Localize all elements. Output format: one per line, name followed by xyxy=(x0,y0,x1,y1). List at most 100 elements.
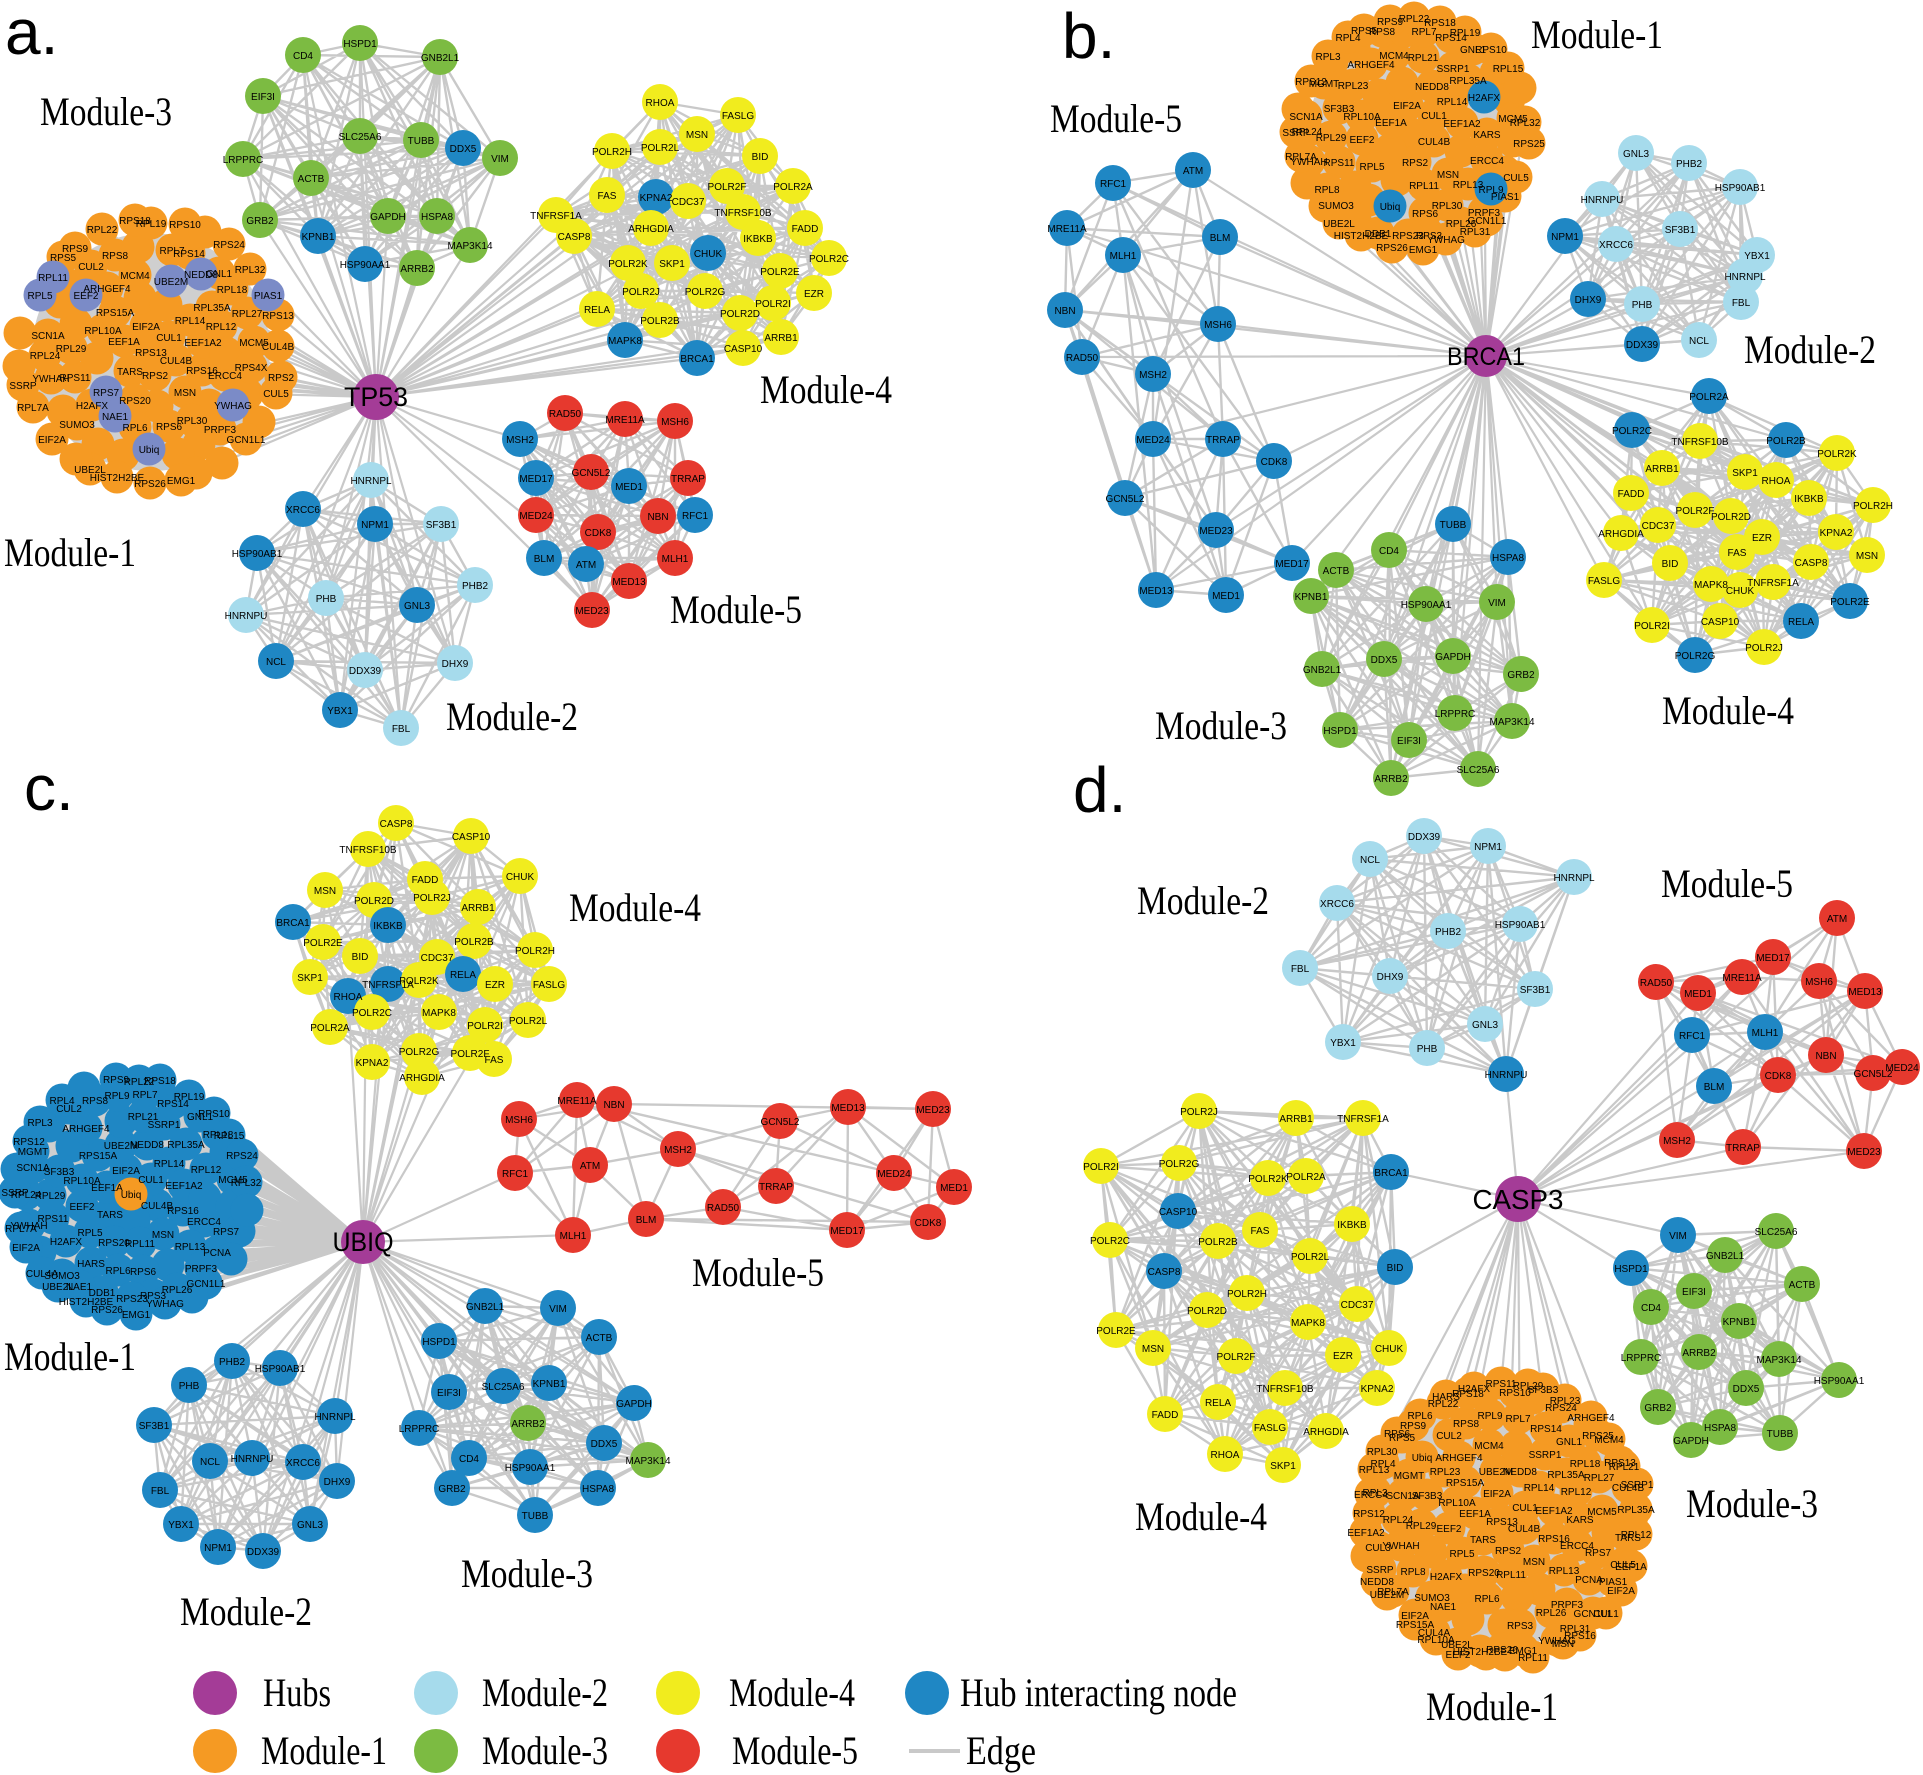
svg-text:KPNA2: KPNA2 xyxy=(640,193,673,204)
svg-text:ARHGEF4: ARHGEF4 xyxy=(1347,60,1395,71)
svg-text:Module-1: Module-1 xyxy=(4,1334,136,1379)
svg-text:MSH2: MSH2 xyxy=(664,1145,692,1156)
svg-text:TNFRSF1A: TNFRSF1A xyxy=(1747,578,1799,589)
svg-text:RPL10A: RPL10A xyxy=(1417,1635,1455,1646)
svg-text:RPL8: RPL8 xyxy=(1314,185,1339,196)
svg-text:SKP1: SKP1 xyxy=(659,259,685,270)
svg-text:CUL2: CUL2 xyxy=(78,262,104,273)
svg-text:CASP8: CASP8 xyxy=(558,232,591,243)
svg-text:H2AFX: H2AFX xyxy=(76,401,109,412)
svg-text:RPS23: RPS23 xyxy=(1392,231,1424,242)
svg-text:RPL7: RPL7 xyxy=(1505,1414,1530,1425)
svg-text:GCN1L1: GCN1L1 xyxy=(1468,216,1507,227)
svg-text:TP53: TP53 xyxy=(344,382,408,412)
svg-text:CDC37: CDC37 xyxy=(1642,521,1675,532)
svg-text:HSPA8: HSPA8 xyxy=(421,212,453,223)
svg-text:GCN5L2: GCN5L2 xyxy=(761,1117,800,1128)
svg-text:LRPPRC: LRPPRC xyxy=(399,1424,440,1435)
svg-text:RPL13: RPL13 xyxy=(1359,1465,1390,1476)
svg-text:RFC1: RFC1 xyxy=(682,511,709,522)
svg-text:GCN5L2: GCN5L2 xyxy=(572,468,611,479)
svg-text:RPS18: RPS18 xyxy=(1452,1389,1484,1400)
svg-text:NPM1: NPM1 xyxy=(1474,842,1502,853)
svg-text:XRCC6: XRCC6 xyxy=(1320,899,1354,910)
svg-text:NEDD8: NEDD8 xyxy=(1503,1467,1537,1478)
svg-text:FADD: FADD xyxy=(1152,1410,1179,1421)
svg-text:Hubs: Hubs xyxy=(263,1670,331,1715)
svg-text:TNFRSF10B: TNFRSF10B xyxy=(1256,1384,1314,1395)
svg-text:POLR2A: POLR2A xyxy=(1286,1172,1326,1183)
svg-text:SSRP1: SSRP1 xyxy=(1621,1480,1654,1491)
svg-text:NCL: NCL xyxy=(1689,336,1709,347)
svg-text:TARS: TARS xyxy=(117,367,143,378)
svg-text:GRB2: GRB2 xyxy=(246,216,274,227)
svg-text:SSRP1: SSRP1 xyxy=(1529,1450,1562,1461)
svg-text:RPS10: RPS10 xyxy=(198,1109,230,1120)
svg-text:RPS9: RPS9 xyxy=(62,244,89,255)
svg-text:POLR2H: POLR2H xyxy=(592,147,632,158)
svg-text:PCNA: PCNA xyxy=(203,1248,231,1259)
svg-text:Module-1: Module-1 xyxy=(261,1728,387,1773)
svg-text:NPM1: NPM1 xyxy=(1551,232,1579,243)
svg-text:YWHAH: YWHAH xyxy=(32,374,69,385)
svg-text:RPS8: RPS8 xyxy=(82,1096,109,1107)
svg-text:RPS11: RPS11 xyxy=(1324,158,1355,169)
svg-text:RPS7: RPS7 xyxy=(213,1227,240,1238)
svg-text:YWHAG: YWHAG xyxy=(214,401,252,412)
svg-text:Module-1: Module-1 xyxy=(1426,1684,1558,1729)
svg-text:FBL: FBL xyxy=(1291,964,1310,975)
svg-text:EEF1A: EEF1A xyxy=(1615,1562,1647,1573)
svg-text:YBX1: YBX1 xyxy=(1330,1038,1356,1049)
svg-text:CDC37: CDC37 xyxy=(421,953,454,964)
svg-text:HSP90AA1: HSP90AA1 xyxy=(1401,600,1452,611)
svg-text:YWHAG: YWHAG xyxy=(1427,235,1465,246)
svg-text:CUL3: CUL3 xyxy=(1365,1543,1391,1554)
svg-text:IKBKB: IKBKB xyxy=(743,234,773,245)
svg-text:RPL29: RPL29 xyxy=(35,1191,66,1202)
svg-text:MLH1: MLH1 xyxy=(662,554,689,565)
svg-text:CD4: CD4 xyxy=(1641,1303,1661,1314)
svg-text:POLR2E: POLR2E xyxy=(303,938,343,949)
svg-text:MSH2: MSH2 xyxy=(1139,370,1167,381)
svg-text:RPS11: RPS11 xyxy=(38,1214,69,1225)
svg-text:RPS16: RPS16 xyxy=(167,1206,199,1217)
svg-text:RPS8: RPS8 xyxy=(1369,27,1396,38)
svg-text:XRCC6: XRCC6 xyxy=(286,505,320,516)
svg-text:Module-4: Module-4 xyxy=(1135,1494,1267,1539)
svg-text:PIAS1: PIAS1 xyxy=(1599,1577,1628,1588)
svg-text:IKBKB: IKBKB xyxy=(1794,494,1824,505)
svg-text:RPL29: RPL29 xyxy=(1406,1521,1437,1532)
svg-text:ACTB: ACTB xyxy=(586,1333,613,1344)
svg-text:POLR2E: POLR2E xyxy=(1096,1326,1136,1337)
svg-text:EEF1A2: EEF1A2 xyxy=(1443,119,1481,130)
svg-text:POLR2B: POLR2B xyxy=(1198,1237,1238,1248)
svg-text:ARRB1: ARRB1 xyxy=(764,333,798,344)
svg-text:POLR2J: POLR2J xyxy=(1745,643,1783,654)
svg-text:MLH1: MLH1 xyxy=(560,1231,587,1242)
svg-text:RPL10A: RPL10A xyxy=(1343,112,1381,123)
svg-text:Module-2: Module-2 xyxy=(180,1589,312,1634)
svg-text:RPL13: RPL13 xyxy=(175,1242,206,1253)
svg-text:RPS11: RPS11 xyxy=(1486,1379,1517,1390)
svg-text:CDC37: CDC37 xyxy=(1341,1300,1374,1311)
svg-text:EIF2A: EIF2A xyxy=(38,435,66,446)
svg-text:RPL32: RPL32 xyxy=(235,265,266,276)
svg-text:NCL: NCL xyxy=(200,1457,220,1468)
svg-text:Module-5: Module-5 xyxy=(1661,861,1793,906)
svg-text:POLR2C: POLR2C xyxy=(1090,1236,1130,1247)
svg-text:UBE2L: UBE2L xyxy=(1441,1640,1473,1651)
svg-text:POLR2K: POLR2K xyxy=(1817,449,1857,460)
svg-text:RPL35A: RPL35A xyxy=(167,1140,205,1151)
svg-text:RPL7A: RPL7A xyxy=(17,403,49,414)
svg-text:LRPPRC: LRPPRC xyxy=(1621,1353,1662,1364)
svg-text:HSPD1: HSPD1 xyxy=(422,1337,456,1348)
svg-text:CUL1: CUL1 xyxy=(1512,1503,1538,1514)
svg-text:MED24: MED24 xyxy=(519,511,553,522)
svg-text:CUL2: CUL2 xyxy=(1436,1431,1462,1442)
svg-text:FASLG: FASLG xyxy=(533,980,565,991)
svg-text:POLR2L: POLR2L xyxy=(509,1016,548,1027)
svg-text:EMG1: EMG1 xyxy=(167,476,196,487)
svg-text:RFC1: RFC1 xyxy=(502,1169,529,1180)
svg-text:DHX9: DHX9 xyxy=(1377,972,1404,983)
svg-text:RPL26: RPL26 xyxy=(1536,1608,1567,1619)
